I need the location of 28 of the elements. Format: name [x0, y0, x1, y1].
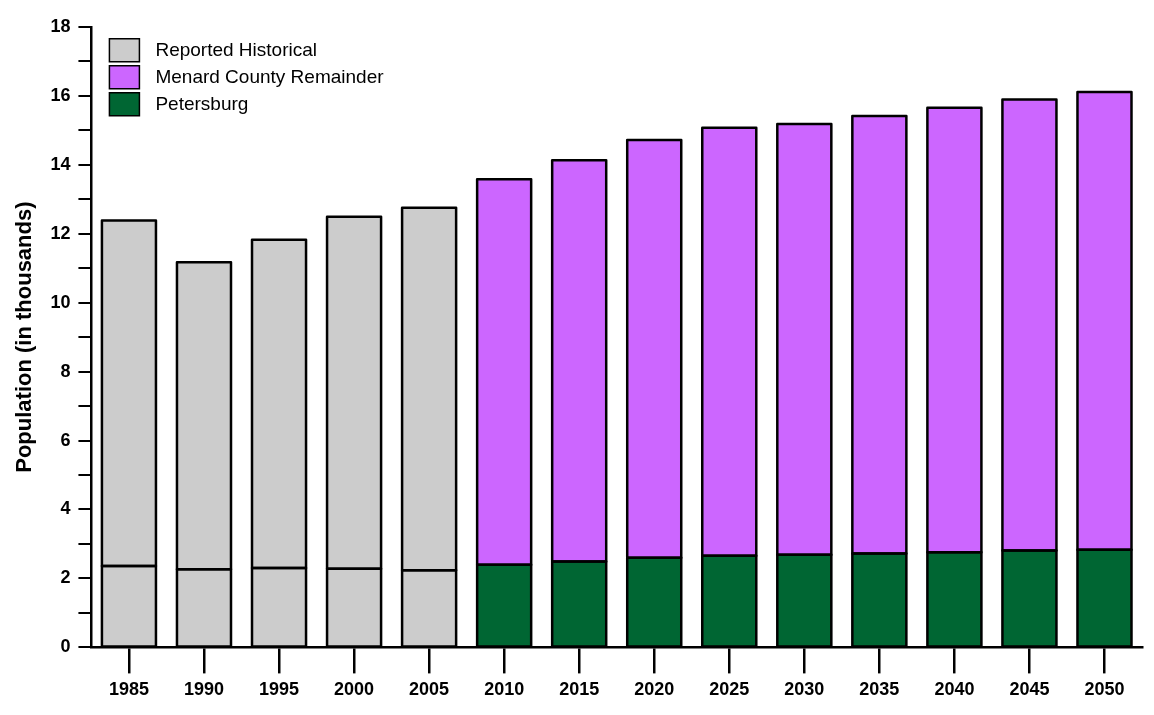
x-tick-label: 2000: [334, 679, 375, 700]
x-tick-label: 2020: [634, 679, 675, 700]
x-tick-label: 2030: [784, 679, 825, 700]
y-axis-title: Population (in thousands): [11, 201, 37, 473]
y-tick-label: 16: [50, 84, 71, 105]
x-tick-label: 2050: [1084, 679, 1125, 700]
y-tick-label: 4: [60, 498, 71, 519]
y-tick-label: 18: [50, 15, 71, 36]
y-tick-label: 6: [60, 429, 71, 450]
x-tick-label: 1995: [259, 679, 300, 700]
y-tick-label: 8: [60, 360, 71, 381]
y-tick-label: 12: [50, 222, 71, 243]
x-tick-label: 2010: [484, 679, 525, 700]
legend-label: Petersburg: [155, 93, 249, 115]
x-tick-label: 1985: [108, 679, 149, 700]
x-tick-label: 2005: [409, 679, 450, 700]
y-tick-label: 0: [60, 636, 71, 657]
y-tick-label: 10: [50, 291, 71, 312]
legend-label: Menard County Remainder: [155, 66, 385, 88]
y-tick-label: 14: [50, 153, 71, 174]
x-tick-label: 2035: [859, 679, 900, 700]
y-tick-label: 2: [60, 567, 71, 588]
x-tick-label: 2045: [1009, 679, 1050, 700]
legend-label: Reported Historical: [155, 39, 317, 61]
x-tick-label: 1990: [183, 679, 225, 700]
x-tick-label: 2015: [559, 679, 600, 700]
x-tick-label: 2025: [709, 679, 750, 700]
x-tick-label: 2040: [934, 679, 975, 700]
